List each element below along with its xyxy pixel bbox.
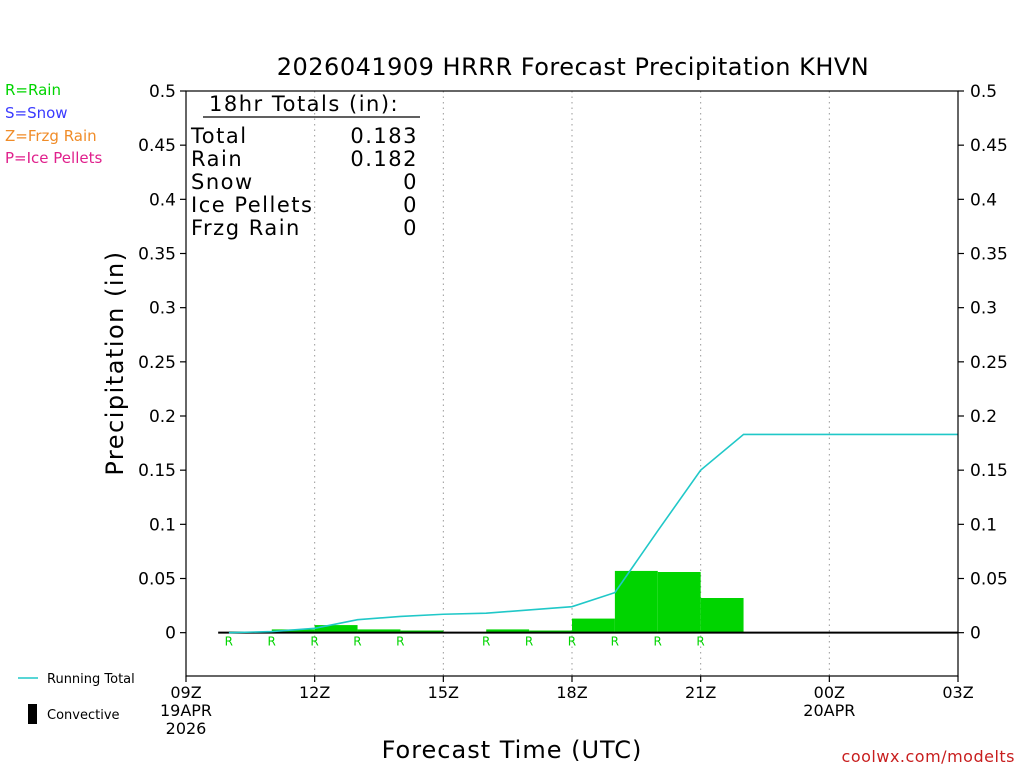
rain-bar	[271, 629, 315, 633]
convective-legend-label: Convective	[47, 708, 120, 723]
rain-bar	[400, 630, 444, 633]
rain-bar	[486, 629, 530, 633]
totals-label-ice-pellets: Ice Pellets	[191, 193, 313, 217]
x-tick-label: 00Z	[814, 683, 845, 702]
chart-title: 2026041909 HRRR Forecast Precipitation K…	[277, 53, 870, 81]
totals-label-snow: Snow	[191, 170, 254, 194]
y-tick-label-left: 0.5	[149, 82, 176, 102]
running-total-series	[228, 433, 958, 634]
y-tick-label-right: 0.05	[970, 570, 1008, 590]
totals-box: 18hr Totals (in): Total 0.183 Rain 0.182…	[190, 92, 420, 240]
gridlines	[314, 91, 830, 676]
totals-label-total: Total	[190, 124, 248, 148]
totals-value-frzg-rain: 0	[403, 216, 418, 240]
x-tick-label: 12Z	[299, 683, 330, 702]
x-tick-label: 19APR	[160, 701, 212, 720]
precip-type-marker: R	[525, 635, 533, 649]
precip-type-marker: R	[611, 635, 619, 649]
running-total-legend-label: Running Total	[47, 672, 135, 687]
precip-type-marker: R	[396, 635, 404, 649]
y-tick-label-right: 0.45	[970, 136, 1008, 156]
x-tick-label: 15Z	[428, 683, 459, 702]
y-tick-label-left: 0.45	[138, 136, 176, 156]
totals-value-ice-pellets: 0	[403, 193, 418, 217]
x-tick-label: 20APR	[803, 701, 855, 720]
y-tick-label-right: 0.2	[970, 407, 997, 427]
x-tick-label: 09Z	[170, 683, 201, 702]
precip-bars	[228, 570, 744, 633]
totals-value-rain: 0.182	[350, 147, 418, 171]
x-tick-label: 18Z	[556, 683, 587, 702]
precip-type-legend: R=Rain S=Snow Z=Frzg Rain P=Ice Pellets	[5, 81, 102, 167]
precip-type-marker: R	[310, 635, 318, 649]
y-tick-label-right: 0.1	[970, 515, 997, 535]
y-tick-label-left: 0.05	[138, 570, 176, 590]
totals-label-rain: Rain	[191, 147, 243, 171]
series-legend: Running Total Convective	[18, 672, 135, 724]
precip-type-marker: R	[568, 635, 576, 649]
rain-bar	[357, 629, 401, 633]
y-tick-label-right: 0.5	[970, 82, 997, 102]
precip-type-marker: R	[653, 635, 661, 649]
precip-type-marker: R	[696, 635, 704, 649]
y-tick-label-left: 0.15	[138, 461, 176, 481]
y-tick-label-left: 0.1	[149, 515, 176, 535]
y-tick-label-right: 0.35	[970, 245, 1008, 265]
rain-bar	[314, 625, 358, 633]
x-tick-label: 21Z	[685, 683, 716, 702]
precip-type-marker: R	[482, 635, 490, 649]
precip-type-marker: R	[225, 635, 233, 649]
legend-snow: S=Snow	[5, 104, 68, 122]
y-tick-label-left: 0.4	[149, 190, 176, 210]
x-tick-label: 03Z	[942, 683, 973, 702]
y-tick-label-right: 0.4	[970, 190, 997, 210]
totals-label-frzg-rain: Frzg Rain	[191, 216, 301, 240]
legend-ice-pellets: P=Ice Pellets	[5, 149, 102, 167]
rain-bar	[657, 572, 701, 633]
y-tick-label-left: 0.25	[138, 353, 176, 373]
y-axis-left: 0 0.05 0.1 0.15 0.2 0.25 0.3 0.35 0.4 0.45 0.5	[138, 82, 186, 644]
convective-legend-swatch	[28, 704, 37, 724]
y-tick-label-right: 0.25	[970, 353, 1008, 373]
precip-type-marker: R	[353, 635, 361, 649]
totals-heading: 18hr Totals (in):	[209, 92, 399, 116]
y-tick-label-left: 0.35	[138, 245, 176, 265]
rain-bar	[572, 618, 615, 633]
y-tick-label-right: 0.15	[970, 461, 1008, 481]
running-total-line	[228, 433, 959, 634]
y-tick-label-right: 0.3	[970, 299, 997, 319]
y-axis-right: 0 0.05 0.1 0.15 0.2 0.25 0.3 0.35 0.4 0.45 0.5	[958, 82, 1008, 644]
precip-type-marker: R	[267, 635, 275, 649]
x-tick-label: 2026	[166, 719, 207, 738]
y-tick-label-left: 0.2	[149, 407, 176, 427]
y-tick-label-left: 0.3	[149, 299, 176, 319]
y-tick-label-left: 0	[165, 624, 176, 644]
rain-bar	[529, 630, 572, 633]
y-axis-label: Precipitation (in)	[101, 250, 129, 475]
legend-frzg-rain: Z=Frzg Rain	[5, 127, 97, 145]
credit-text: coolwx.com/modelts	[842, 747, 1015, 766]
totals-value-snow: 0	[403, 170, 418, 194]
totals-value-total: 0.183	[350, 124, 418, 148]
rain-bar	[700, 598, 744, 633]
legend-rain: R=Rain	[5, 81, 61, 99]
x-axis-label: Forecast Time (UTC)	[382, 736, 643, 764]
y-tick-label-right: 0	[970, 624, 981, 644]
rain-bar	[614, 570, 658, 633]
